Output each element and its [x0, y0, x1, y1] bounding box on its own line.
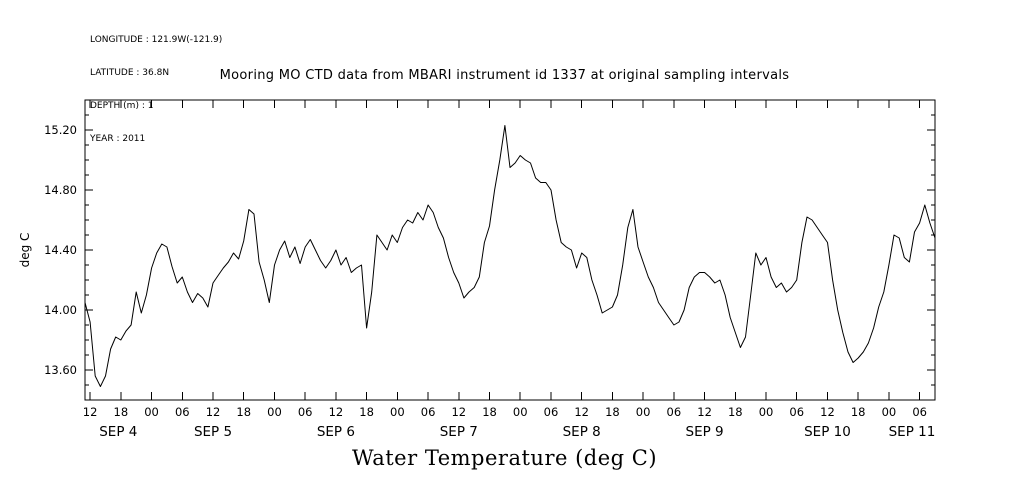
svg-text:18: 18	[728, 405, 743, 419]
metadata-latitude: LATITUDE : 36.8N	[90, 68, 170, 78]
svg-text:18: 18	[482, 405, 497, 419]
x-axis-label: Water Temperature (deg C)	[351, 446, 658, 470]
svg-text:00: 00	[513, 405, 528, 419]
metadata-longitude: LONGITUDE : 121.9W(-121.9)	[90, 35, 223, 45]
svg-text:00: 00	[636, 405, 651, 419]
svg-text:SEP 9: SEP 9	[686, 424, 724, 440]
svg-text:12: 12	[206, 405, 221, 419]
svg-text:00: 00	[267, 405, 282, 419]
svg-text:06: 06	[912, 405, 927, 419]
svg-text:06: 06	[544, 405, 559, 419]
svg-text:12: 12	[820, 405, 835, 419]
metadata-year: YEAR : 2011	[90, 134, 146, 144]
svg-text:14.40: 14.40	[44, 243, 77, 257]
svg-text:SEP 4: SEP 4	[99, 424, 137, 440]
svg-text:00: 00	[882, 405, 897, 419]
metadata-depth: DEPTH (m) : 1	[90, 101, 154, 111]
svg-text:SEP 8: SEP 8	[563, 424, 601, 440]
svg-text:SEP 7: SEP 7	[440, 424, 478, 440]
station-metadata-block: LONGITUDE : 121.9W(-121.9) LATITUDE : 36…	[90, 13, 222, 156]
svg-text:00: 00	[144, 405, 159, 419]
svg-text:13.60: 13.60	[44, 363, 77, 377]
svg-text:14.00: 14.00	[44, 303, 77, 317]
svg-text:18: 18	[605, 405, 620, 419]
svg-text:18: 18	[114, 405, 129, 419]
svg-text:06: 06	[789, 405, 804, 419]
svg-text:SEP 6: SEP 6	[317, 424, 355, 440]
svg-text:00: 00	[759, 405, 774, 419]
svg-text:06: 06	[667, 405, 682, 419]
svg-text:12: 12	[83, 405, 98, 419]
svg-text:18: 18	[359, 405, 374, 419]
svg-text:18: 18	[236, 405, 251, 419]
svg-text:14.80: 14.80	[44, 183, 77, 197]
svg-text:12: 12	[574, 405, 589, 419]
svg-text:18: 18	[851, 405, 866, 419]
svg-text:12: 12	[697, 405, 712, 419]
svg-text:06: 06	[175, 405, 190, 419]
svg-text:06: 06	[421, 405, 436, 419]
svg-text:SEP 5: SEP 5	[194, 424, 232, 440]
svg-text:00: 00	[390, 405, 405, 419]
svg-text:15.20: 15.20	[44, 123, 77, 137]
svg-text:12: 12	[451, 405, 466, 419]
chart-title: Mooring MO CTD data from MBARI instrumen…	[219, 68, 790, 83]
svg-text:12: 12	[329, 405, 344, 419]
svg-text:SEP 10: SEP 10	[804, 424, 851, 440]
svg-text:06: 06	[298, 405, 313, 419]
svg-text:SEP 11: SEP 11	[889, 424, 936, 440]
